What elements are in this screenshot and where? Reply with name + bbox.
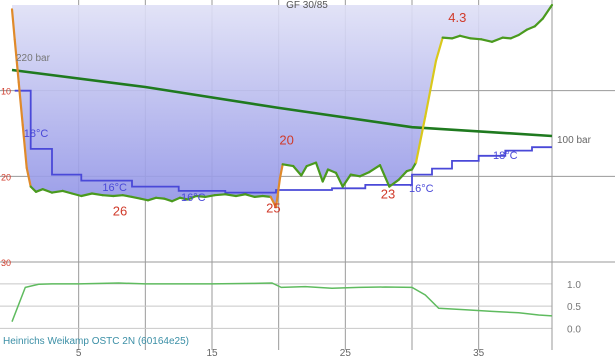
depth-segment bbox=[292, 165, 303, 177]
depth-segment bbox=[326, 168, 338, 174]
ppo2-tick-label: 0.5 bbox=[567, 302, 581, 313]
depth-segment bbox=[441, 36, 454, 40]
depth-segment bbox=[204, 194, 216, 198]
depth-segment bbox=[274, 176, 282, 209]
depth-segment bbox=[378, 164, 391, 188]
tank-pressure-line bbox=[11, 68, 553, 138]
temperature-annotation: 16°C bbox=[102, 182, 127, 194]
device-footer: Heinrichs Weikamp OSTC 2N (60164e25) bbox=[3, 336, 189, 347]
ppo2-line bbox=[11, 282, 553, 322]
x-tick-label: 35 bbox=[473, 348, 485, 358]
depth-segment bbox=[112, 194, 124, 198]
depth-segment bbox=[121, 194, 134, 198]
depth-segment bbox=[186, 194, 198, 201]
temperature-annotation: 18°C bbox=[24, 128, 49, 140]
depth-segment bbox=[305, 161, 318, 168]
depth-segment bbox=[10, 8, 16, 41]
depth-segment bbox=[213, 193, 227, 197]
depth-segment bbox=[261, 194, 272, 198]
depth-segment bbox=[194, 194, 207, 198]
labels: 5 15 25 35 10 20 30 1.0 0.5 0.0 26 25 20 23 4.3 18°C 16°… bbox=[1, 10, 581, 358]
chart-title: GF 30/85 bbox=[286, 0, 328, 11]
depth-segment bbox=[480, 38, 494, 43]
x-tick-label: 25 bbox=[340, 348, 352, 358]
depth-segment bbox=[244, 193, 256, 198]
depth-segment bbox=[490, 36, 504, 43]
depth-segment bbox=[269, 195, 278, 209]
depth-segment bbox=[424, 59, 438, 118]
depth-segment bbox=[501, 36, 512, 40]
depth-segment bbox=[154, 196, 166, 200]
y-tick-label: 20 bbox=[1, 172, 11, 182]
depth-segment bbox=[388, 178, 400, 188]
pressure-end-label: 100 bar bbox=[557, 135, 592, 146]
depth-segment bbox=[368, 164, 382, 174]
depth-segment bbox=[130, 195, 142, 200]
depth-segment bbox=[90, 192, 104, 197]
depth-segment bbox=[50, 189, 64, 194]
depth-segment bbox=[321, 168, 330, 183]
depth-profile-lines bbox=[10, 3, 554, 209]
depth-segment bbox=[29, 185, 38, 193]
depth-segment bbox=[281, 163, 295, 168]
depth-segment bbox=[80, 192, 94, 198]
depth-segment bbox=[41, 188, 54, 194]
depth-segment bbox=[253, 194, 264, 198]
depth-area bbox=[12, 5, 552, 208]
depth-segment bbox=[234, 193, 247, 198]
depth-segment bbox=[410, 161, 418, 171]
depth-segment bbox=[162, 197, 174, 203]
depth-segment bbox=[334, 171, 344, 188]
depth-segment bbox=[458, 34, 472, 40]
y-tick-label: 10 bbox=[1, 87, 11, 97]
depth-segment bbox=[397, 170, 408, 181]
pressure-start-label: 220 bar bbox=[16, 53, 51, 64]
depth-segment bbox=[21, 123, 28, 169]
x-tick-label: 15 bbox=[206, 348, 218, 358]
depth-annotation: 23 bbox=[381, 187, 395, 202]
depth-segment bbox=[341, 173, 352, 188]
depth-segment bbox=[450, 34, 462, 40]
temperature-line bbox=[14, 89, 552, 194]
depth-segment bbox=[138, 197, 150, 202]
depth-segment bbox=[358, 171, 371, 178]
depth-segment bbox=[349, 173, 362, 178]
depth-segment bbox=[278, 163, 284, 180]
ppo2-tick-label: 0.0 bbox=[567, 324, 581, 335]
depth-segment bbox=[314, 161, 324, 183]
depth-segment bbox=[533, 17, 544, 28]
depth-segment bbox=[17, 80, 24, 127]
depth-segment bbox=[101, 194, 115, 198]
temperature-annotation: 16°C bbox=[181, 192, 206, 204]
depth-segment bbox=[70, 192, 83, 198]
depth-segment bbox=[170, 196, 182, 203]
depth-segment bbox=[13, 38, 20, 84]
depth-segment bbox=[25, 166, 32, 188]
depth-segment bbox=[509, 33, 520, 40]
depth-segment bbox=[469, 37, 483, 41]
depth-segment bbox=[541, 3, 554, 20]
temperature-annotation: 18°C bbox=[493, 150, 518, 162]
depth-annotation: 26 bbox=[113, 204, 127, 219]
ppo2-tick-label: 1.0 bbox=[567, 280, 581, 291]
depth-segment bbox=[414, 115, 427, 164]
depth-segment bbox=[224, 193, 238, 198]
depth-segment bbox=[178, 196, 190, 201]
depth-annotation: 25 bbox=[266, 200, 280, 215]
depth-annotation: 20 bbox=[279, 133, 293, 148]
depth-segment bbox=[525, 25, 536, 31]
x-tick-label: 5 bbox=[76, 348, 82, 358]
depth-annotation: 4.3 bbox=[448, 10, 466, 25]
depth-segment bbox=[34, 188, 44, 193]
y-tick-label: 30 bbox=[1, 258, 11, 268]
depth-segment bbox=[146, 196, 158, 202]
depth-segment bbox=[517, 28, 528, 37]
depth-segment bbox=[300, 165, 308, 177]
temperature-annotation: 16°C bbox=[409, 183, 434, 195]
depth-segment bbox=[61, 189, 74, 195]
depth-segment bbox=[434, 36, 444, 62]
